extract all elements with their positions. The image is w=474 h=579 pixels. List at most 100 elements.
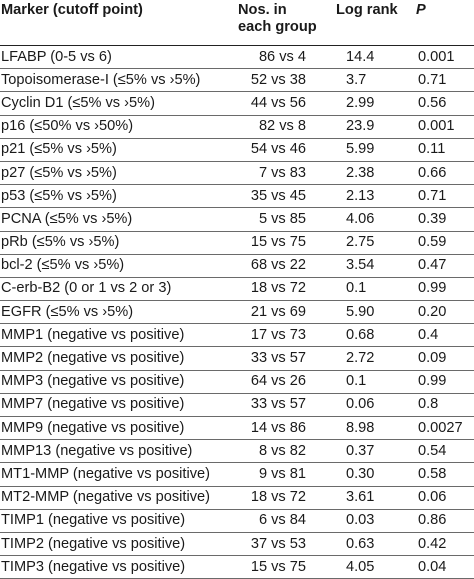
table-body: LFABP (0-5 vs 6) 86 vs 4 14.4 0.001 Topoisom… [0,45,474,579]
cell-p-value: 0.11 [414,138,474,162]
cell-p-value: 0.001 [414,115,474,139]
cell-group-counts: 9 vs 81 [234,462,334,487]
cell-marker: MMP7 (negative vs positive) [0,393,234,418]
cell-p-value: 0.8 [414,393,474,418]
table-row: p27 (≤5% vs ›5%) 7 vs 83 2.38 0.66 [0,161,474,186]
table-row: TIMP1 (negative vs positive) 6 vs 84 0.03 0… [0,509,474,533]
cell-marker: MMP13 (negative vs positive) [0,439,234,464]
cell-group-counts: 68 vs 22 [234,254,334,278]
cell-group-counts: 6 vs 84 [234,509,334,533]
table-row: MMP9 (negative vs positive) 14 vs 86 8.98 0… [0,416,474,441]
cell-marker: MT1-MMP (negative vs positive) [0,462,234,487]
header-nos-in-each-group: Nos. in each group [234,0,334,46]
cell-log-rank: 0.03 [334,509,414,533]
cell-marker: EGFR (≤5% vs ›5%) [0,300,234,325]
cell-p-value: 0.86 [414,509,474,533]
table-row: p53 (≤5% vs ›5%) 35 vs 45 2.13 0.71 [0,184,474,209]
cell-log-rank: 8.98 [334,416,414,441]
table-row: p21 (≤5% vs ›5%) 54 vs 46 5.99 0.11 [0,138,474,162]
table-row: Cyclin D1 (≤5% vs ›5%) 44 vs 56 2.99 0.56 [0,91,474,116]
cell-group-counts: 14 vs 86 [234,416,334,441]
table-row: PCNA (≤5% vs ›5%) 5 vs 85 4.06 0.39 [0,207,474,232]
table-row: pRb (≤5% vs ›5%) 15 vs 75 2.75 0.59 [0,231,474,255]
table-row: Topoisomerase-I (≤5% vs ›5%) 52 vs 38 3.7 0… [0,68,474,93]
cell-log-rank: 0.68 [334,323,414,348]
cell-p-value: 0.0027 [414,416,474,441]
cell-marker: bcl-2 (≤5% vs ›5%) [0,254,234,278]
cell-marker: pRb (≤5% vs ›5%) [0,231,234,255]
cell-marker: PCNA (≤5% vs ›5%) [0,207,234,232]
cell-p-value: 0.66 [414,161,474,186]
cell-marker: Cyclin D1 (≤5% vs ›5%) [0,91,234,116]
cell-group-counts: 33 vs 57 [234,393,334,418]
cell-log-rank: 2.99 [334,91,414,116]
cell-p-value: 0.58 [414,462,474,487]
cell-marker: MMP1 (negative vs positive) [0,323,234,348]
cell-group-counts: 15 vs 75 [234,231,334,255]
cell-p-value: 0.54 [414,439,474,464]
cell-log-rank: 5.90 [334,300,414,325]
cell-group-counts: 82 vs 8 [234,115,334,139]
table-row: bcl-2 (≤5% vs ›5%) 68 vs 22 3.54 0.47 [0,254,474,278]
cell-log-rank: 3.54 [334,254,414,278]
cell-p-value: 0.09 [414,346,474,371]
cell-group-counts: 8 vs 82 [234,439,334,464]
cell-p-value: 0.59 [414,231,474,255]
cell-marker: p21 (≤5% vs ›5%) [0,138,234,162]
cell-group-counts: 15 vs 75 [234,555,334,579]
cell-marker: LFABP (0-5 vs 6) [0,45,234,70]
cell-p-value: 0.99 [414,277,474,302]
cell-log-rank: 3.7 [334,68,414,93]
cell-marker: TIMP3 (negative vs positive) [0,555,234,579]
cell-group-counts: 21 vs 69 [234,300,334,325]
cell-marker: C-erb-B2 (0 or 1 vs 2 or 3) [0,277,234,302]
cell-p-value: 0.42 [414,532,474,557]
cell-log-rank: 0.63 [334,532,414,557]
table-row: MMP3 (negative vs positive) 64 vs 26 0.1 0.… [0,370,474,394]
table-row: MMP13 (negative vs positive) 8 vs 82 0.37 0… [0,439,474,464]
table-row: C-erb-B2 (0 or 1 vs 2 or 3) 18 vs 72 0.1 0.… [0,277,474,302]
cell-group-counts: 17 vs 73 [234,323,334,348]
cell-marker: p27 (≤5% vs ›5%) [0,161,234,186]
cell-group-counts: 18 vs 72 [234,277,334,302]
cell-marker: p16 (≤50% vs ›50%) [0,115,234,139]
cell-log-rank: 2.75 [334,231,414,255]
table-row: TIMP3 (negative vs positive) 15 vs 75 4.05… [0,555,474,579]
cell-log-rank: 0.1 [334,277,414,302]
cell-log-rank: 2.13 [334,184,414,209]
cell-p-value: 0.56 [414,91,474,116]
cell-log-rank: 14.4 [334,45,414,70]
cell-group-counts: 33 vs 57 [234,346,334,371]
header-p-value: P [414,0,474,46]
table-row: EGFR (≤5% vs ›5%) 21 vs 69 5.90 0.20 [0,300,474,325]
table-row: TIMP2 (negative vs positive) 37 vs 53 0.63… [0,532,474,557]
cell-group-counts: 7 vs 83 [234,161,334,186]
table-row: LFABP (0-5 vs 6) 86 vs 4 14.4 0.001 [0,45,474,70]
cell-p-value: 0.39 [414,207,474,232]
cell-marker: TIMP1 (negative vs positive) [0,509,234,533]
cell-p-value: 0.06 [414,486,474,510]
cell-group-counts: 18 vs 72 [234,486,334,510]
cell-log-rank: 0.1 [334,370,414,394]
cell-marker: MMP2 (negative vs positive) [0,346,234,371]
cell-p-value: 0.04 [414,555,474,579]
table-row: p16 (≤50% vs ›50%) 82 vs 8 23.9 0.001 [0,115,474,139]
cell-log-rank: 0.30 [334,462,414,487]
table-row: MMP1 (negative vs positive) 17 vs 73 0.68 0… [0,323,474,348]
table-row: MT1-MMP (negative vs positive) 9 vs 81 0.3… [0,462,474,487]
cell-p-value: 0.71 [414,68,474,93]
cell-group-counts: 5 vs 85 [234,207,334,232]
cell-p-value: 0.99 [414,370,474,394]
table-header: Marker (cutoff point) Nos. in each group… [0,0,474,46]
header-row: Marker (cutoff point) Nos. in each group… [0,0,474,46]
cell-group-counts: 86 vs 4 [234,45,334,70]
cell-p-value: 0.20 [414,300,474,325]
header-log-rank: Log rank [334,0,414,46]
cell-log-rank: 4.05 [334,555,414,579]
cell-group-counts: 52 vs 38 [234,68,334,93]
table-row: MMP2 (negative vs positive) 33 vs 57 2.72 0… [0,346,474,371]
cell-log-rank: 2.72 [334,346,414,371]
header-marker: Marker (cutoff point) [0,0,234,46]
